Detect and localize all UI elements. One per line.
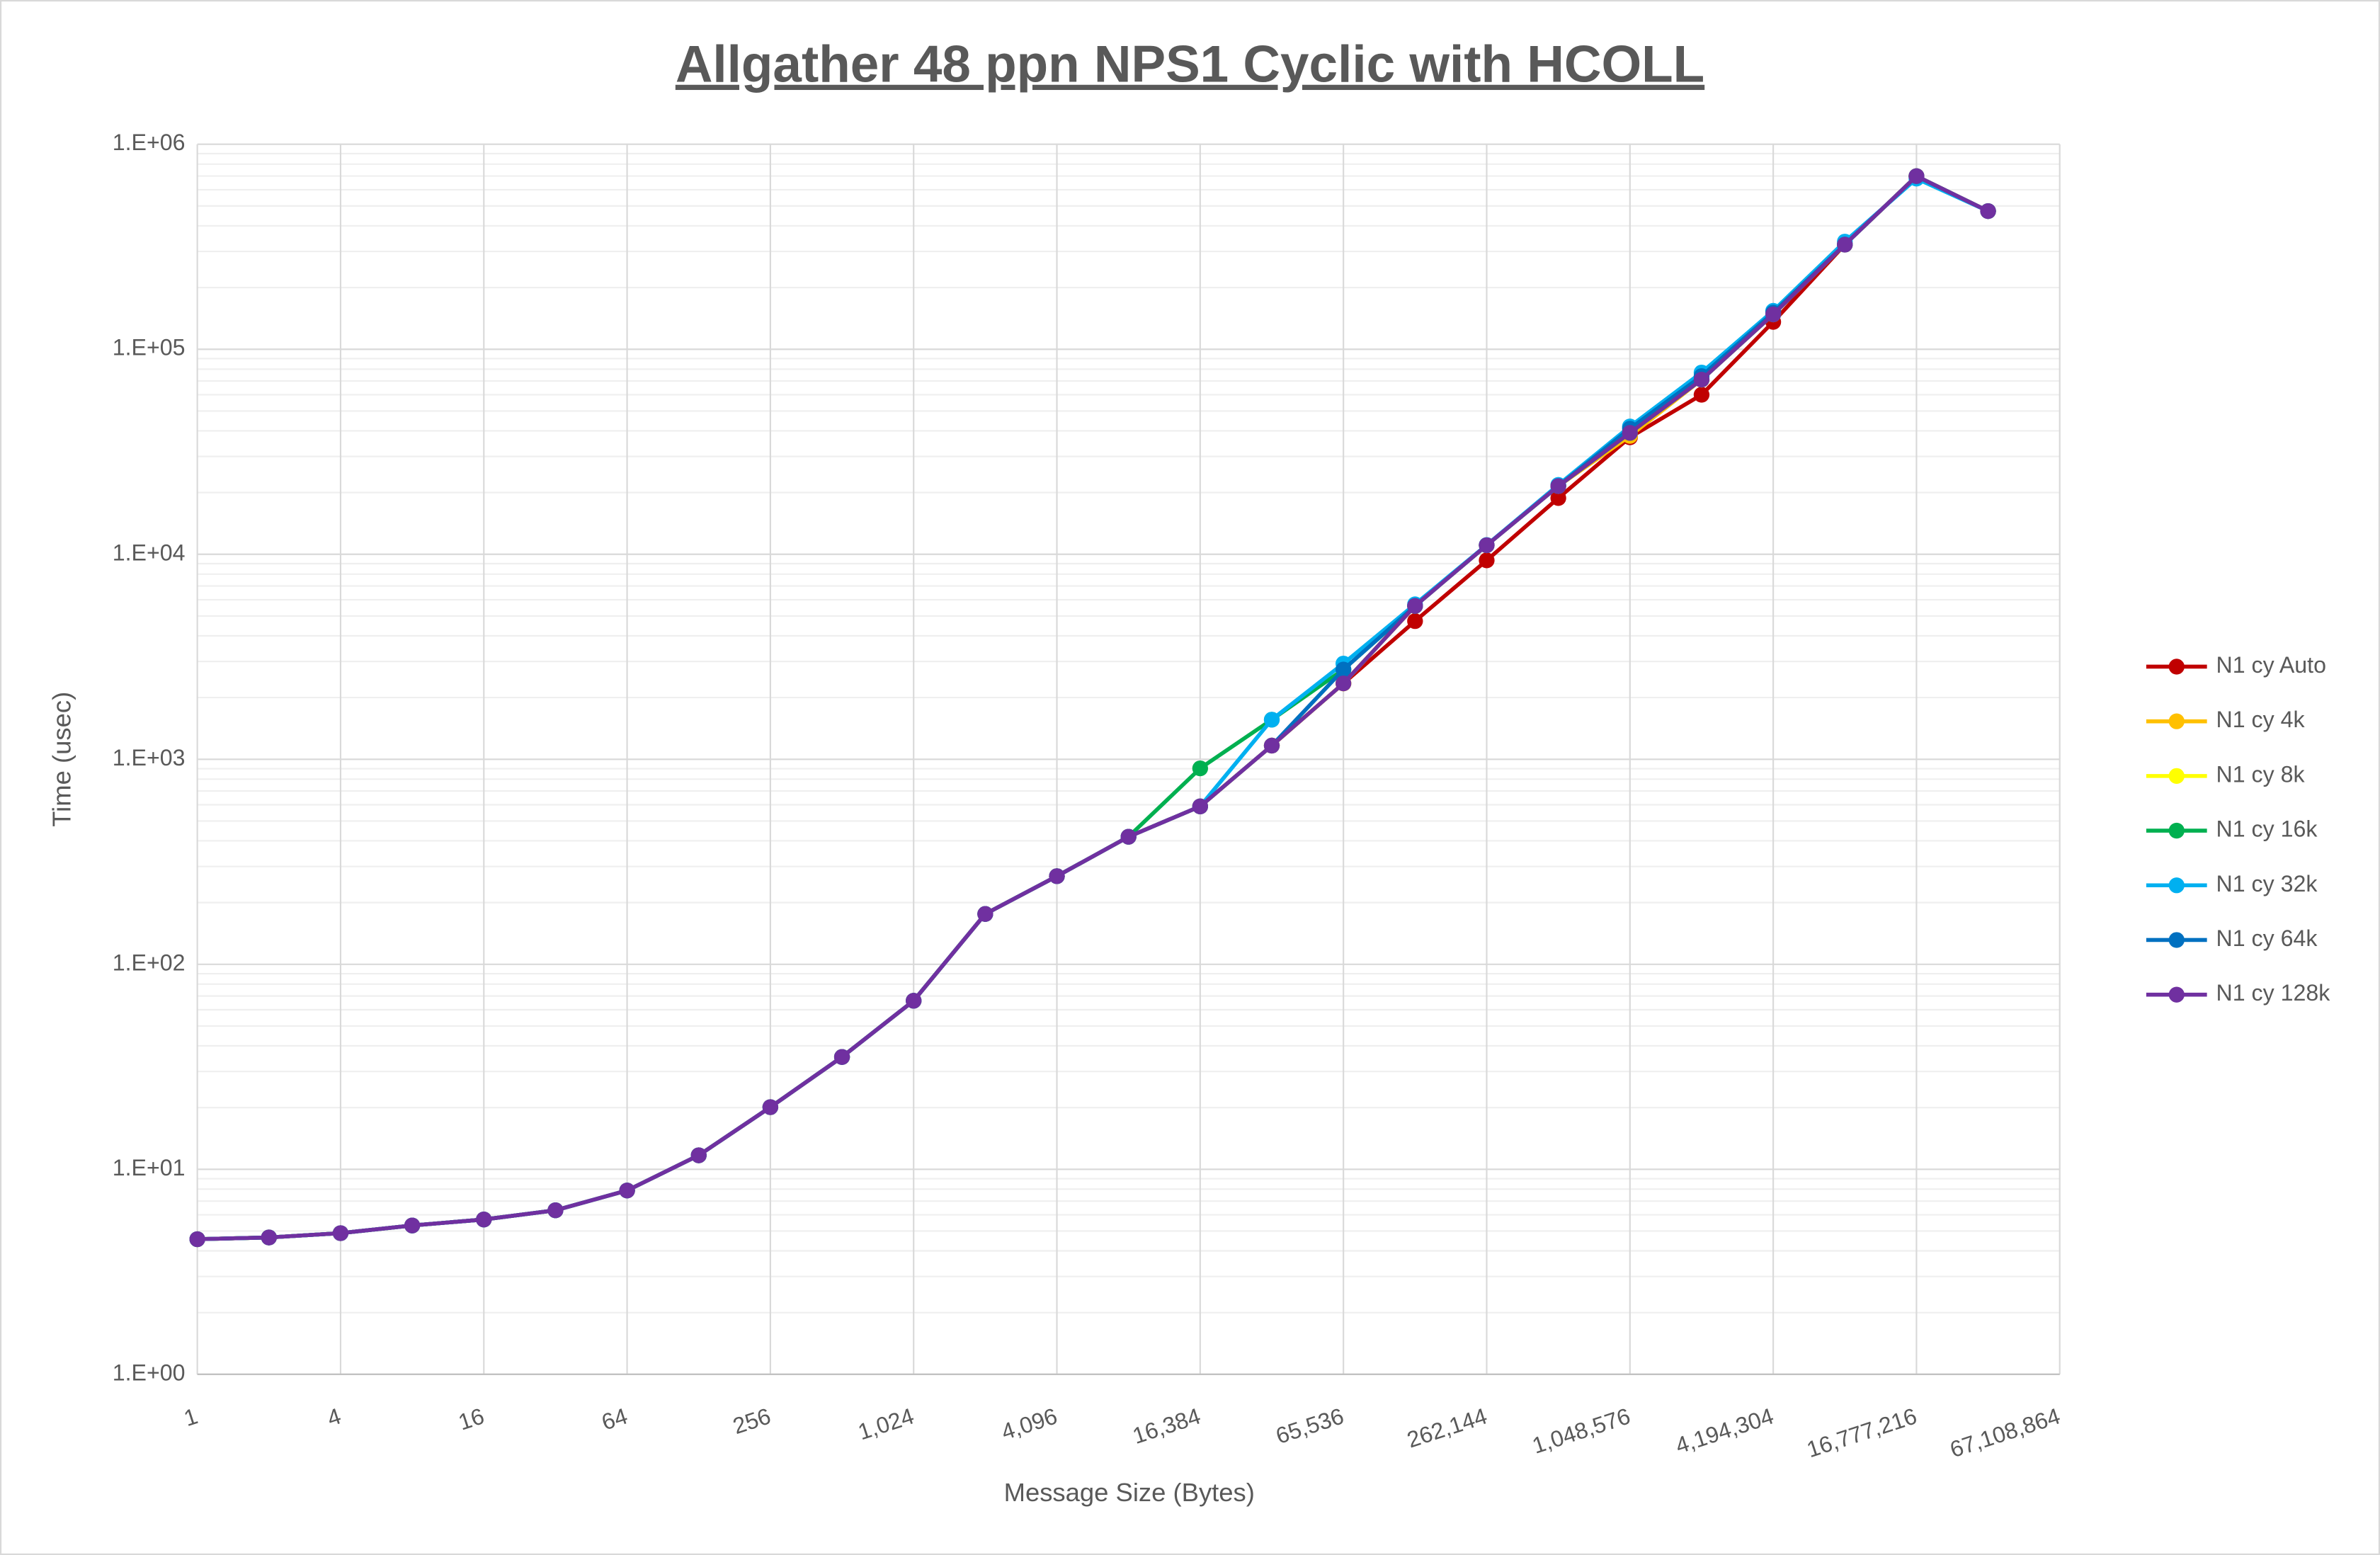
data-point <box>261 1229 277 1246</box>
data-point <box>1622 425 1638 441</box>
chart-title: Allgather 48 ppn NPS1 Cyclic with HCOLL <box>676 36 1704 93</box>
data-point <box>1192 760 1208 777</box>
data-point <box>189 1231 205 1248</box>
legend-label: N1 cy Auto <box>2216 652 2326 678</box>
legend-label: N1 cy 64k <box>2216 925 2318 951</box>
data-point <box>1479 552 1495 569</box>
y-tick-label: 1.E+03 <box>113 745 186 770</box>
data-point <box>1336 675 1352 692</box>
plot-area <box>189 168 1996 1248</box>
y-tick-label: 1.E+00 <box>113 1360 186 1385</box>
data-point <box>1479 537 1495 554</box>
y-tick-label: 1.E+01 <box>113 1155 186 1180</box>
legend-label: N1 cy 16k <box>2216 816 2318 842</box>
data-point <box>1336 661 1352 678</box>
data-point <box>1263 712 1280 728</box>
data-point <box>1980 203 1996 220</box>
data-point <box>1908 168 1925 184</box>
data-point <box>476 1212 492 1228</box>
data-point <box>1693 387 1710 403</box>
data-point <box>1550 490 1566 506</box>
legend-label: N1 cy 128k <box>2216 980 2331 1006</box>
data-point <box>833 1049 850 1065</box>
x-axis-title: Message Size (Bytes) <box>1004 1478 1255 1507</box>
data-point <box>1192 798 1208 814</box>
y-tick-label: 1.E+06 <box>113 130 186 155</box>
legend-label: N1 cy 8k <box>2216 761 2306 787</box>
data-point <box>1765 306 1782 323</box>
data-point <box>1407 598 1423 614</box>
data-point <box>1049 868 1065 884</box>
data-point <box>690 1147 707 1163</box>
data-point <box>977 906 993 922</box>
legend-marker <box>2168 986 2185 1003</box>
y-tick-label: 1.E+05 <box>113 335 186 360</box>
legend: N1 cy Auto N1 cy 4k N1 cy 8k N1 cy 16k N1 cy… <box>2146 652 2330 1006</box>
data-point <box>547 1202 564 1219</box>
legend-label: N1 cy 4k <box>2216 707 2306 732</box>
legend-marker <box>2168 932 2185 948</box>
series-line <box>197 173 1989 1241</box>
legend-marker <box>2168 877 2185 894</box>
legend-marker <box>2168 659 2185 675</box>
y-tick-label: 1.E+02 <box>113 950 186 975</box>
data-point <box>619 1183 635 1199</box>
legend-marker <box>2168 822 2185 839</box>
data-point <box>1263 737 1280 754</box>
legend-marker <box>2168 713 2185 729</box>
data-point <box>1407 613 1423 630</box>
data-point <box>1837 237 1853 253</box>
data-point <box>1550 478 1566 494</box>
data-point <box>1693 371 1710 388</box>
y-tick-label: 1.E+04 <box>113 540 186 565</box>
data-point <box>906 993 922 1009</box>
data-point <box>762 1099 779 1115</box>
legend-marker <box>2168 768 2185 785</box>
legend-label: N1 cy 32k <box>2216 871 2318 896</box>
data-point <box>404 1217 421 1234</box>
data-point <box>1120 828 1137 845</box>
y-axis-title: Time (usec) <box>47 692 76 827</box>
data-point <box>332 1225 349 1241</box>
